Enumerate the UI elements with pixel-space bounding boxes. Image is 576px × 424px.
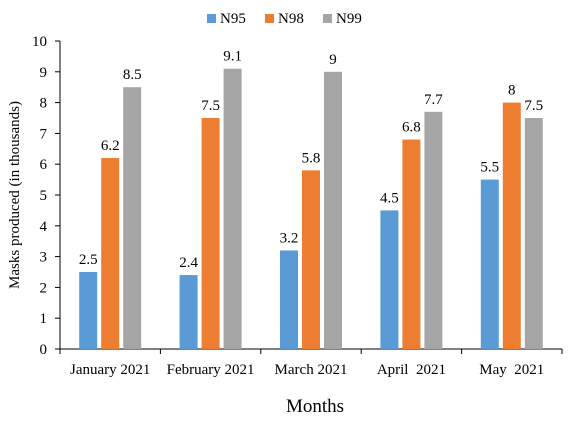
y-tick-label: 3 [40,250,48,266]
data-label: 9 [329,52,337,68]
y-axis: 0 1 2 3 4 5 6 7 8 9 10 [32,34,61,358]
y-tick-label: 5 [40,188,48,204]
data-label: 7.5 [524,98,543,114]
legend: N95 N98 N99 [207,11,362,27]
bar-n99 [324,71,342,350]
x-tick-label: May 2021 [479,362,544,378]
data-label: 5.8 [302,150,321,166]
data-label: 2.4 [179,255,198,271]
bar-n99 [223,68,242,349]
y-tick-label: 10 [32,34,47,50]
bar-n99 [524,118,543,349]
bar-n98 [101,158,120,349]
legend-label: N98 [278,11,304,27]
y-tick-label: 8 [40,96,48,112]
x-tick-label: February 2021 [167,362,255,378]
x-axis: January 2021 February 2021 March 2021 April… [59,348,563,378]
legend-label: N99 [336,11,362,27]
data-label: 3.2 [280,230,299,246]
x-tick-label: January 2021 [70,362,150,378]
x-axis-title: Months [286,396,344,417]
bar-n95 [380,210,399,349]
bar-n99 [123,87,142,349]
y-axis-title: Masks produced (in thousands) [7,101,23,289]
data-label: 6.2 [101,138,120,154]
data-label: 6.8 [402,120,421,136]
legend-swatch-n99 [323,14,332,23]
bar-n98 [302,170,320,349]
bar-n98 [201,118,220,349]
data-label: 8.5 [123,67,142,83]
bar-n95 [280,250,298,349]
data-labels: 2.5 2.4 3.2 4.5 5.5 6.2 7.5 5.8 6.8 8 8.5 9.1 9 7.7 7.… [79,49,543,271]
data-label: 5.5 [480,160,499,176]
bar-n95 [179,275,198,349]
data-label: 9.1 [223,49,242,65]
bar-n99 [424,111,443,349]
data-label: 8 [508,83,516,99]
x-tick-label: April 2021 [377,362,446,378]
bar-n98 [502,102,521,349]
y-tick-label: 1 [40,311,48,327]
data-label: 4.5 [380,190,399,206]
data-label: 7.5 [201,98,220,114]
y-tick-label: 9 [40,65,48,81]
bar-n98 [402,139,421,349]
y-tick-label: 7 [40,126,48,142]
y-tick-label: 4 [40,219,48,235]
data-label: 2.5 [79,252,98,268]
bar-n95 [480,179,499,349]
y-tick-label: 0 [40,342,48,358]
legend-swatch-n98 [265,14,274,23]
legend-swatch-n95 [207,14,216,23]
x-tick-label: March 2021 [275,362,348,378]
data-label: 7.7 [424,92,443,108]
y-tick-label: 6 [40,157,48,173]
bar-n95 [79,272,98,349]
y-tick-label: 2 [40,280,48,296]
bars [79,68,543,350]
legend-label: N95 [220,11,246,27]
